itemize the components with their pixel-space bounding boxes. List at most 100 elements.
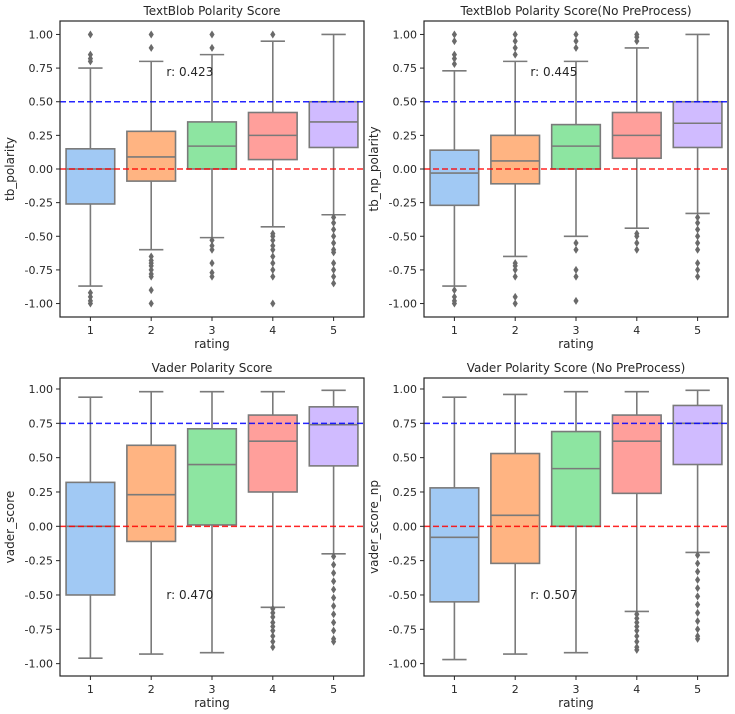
outlier-point — [270, 643, 276, 652]
outlier-point — [695, 625, 701, 634]
outlier-point — [695, 634, 701, 643]
axes-frame — [59, 20, 365, 318]
outlier-point — [634, 626, 640, 635]
outlier-point — [634, 637, 640, 646]
x-tick-label: 3 — [573, 683, 580, 696]
outlier-point — [634, 30, 640, 39]
y-tick-label: 0.75 — [393, 417, 418, 430]
x-tick-label: 4 — [633, 324, 640, 337]
x-tick-label: 5 — [694, 683, 701, 696]
x-tick-label: 1 — [87, 324, 94, 337]
y-tick-label: -0.25 — [25, 197, 53, 210]
outlier-point — [451, 292, 457, 301]
outlier-point — [451, 50, 457, 59]
subplot-4: Vader Polarity Score (No PreProcess) rati… — [367, 361, 729, 710]
outlier-point — [695, 592, 701, 601]
outlier-point — [270, 30, 276, 39]
outlier-point — [512, 265, 518, 274]
outlier-point — [270, 626, 276, 635]
outlier-point — [209, 268, 215, 277]
x-tick-label: 3 — [209, 324, 216, 337]
y-tick-label: 0.25 — [29, 486, 54, 499]
outlier-point — [270, 245, 276, 254]
subplot-2: TextBlob Polarity Score(No PreProcess) ra… — [367, 4, 729, 351]
y-tick-label: 1.00 — [29, 383, 54, 396]
outlier-point — [573, 37, 579, 46]
outlier-point — [331, 552, 337, 561]
x-tick-label: 1 — [87, 683, 94, 696]
outlier-point — [512, 37, 518, 46]
y-tick-label: 1.00 — [29, 28, 54, 41]
outlier-point — [331, 626, 337, 635]
outlier-point — [695, 575, 701, 584]
outlier-point — [209, 43, 215, 52]
outlier-point — [331, 213, 337, 222]
y-tick-label: -0.25 — [389, 555, 417, 568]
chart-title: Vader Polarity Score — [152, 361, 273, 375]
box-rating-4 — [611, 30, 662, 254]
outlier-point — [695, 213, 701, 222]
y-tick-label: 0.50 — [29, 96, 54, 109]
outlier-point — [573, 265, 579, 274]
box-iqr — [672, 100, 723, 149]
y-tick-label: 0.00 — [393, 163, 418, 176]
outlier-point — [148, 30, 154, 39]
outlier-point — [695, 559, 701, 568]
x-tick-label: 5 — [694, 324, 701, 337]
y-tick-label: 0.50 — [29, 452, 54, 465]
outlier-point — [270, 637, 276, 646]
y-tick-label: -1.00 — [25, 298, 53, 311]
y-tick-label: 0.25 — [393, 129, 418, 142]
outlier-point — [270, 252, 276, 261]
x-tick-label: 3 — [573, 324, 580, 337]
outlier-point — [87, 50, 93, 59]
box-rating-4 — [247, 390, 298, 652]
y-tick-label: -0.50 — [389, 589, 417, 602]
box-rating-5 — [672, 389, 723, 643]
box-rating-3 — [186, 390, 238, 654]
correlation-annotation: r: 0.470 — [166, 588, 213, 602]
outlier-point — [270, 265, 276, 274]
box-rating-3 — [550, 390, 602, 654]
x-tick-label: 2 — [148, 324, 155, 337]
box-iqr — [611, 414, 662, 495]
outlier-point — [451, 60, 457, 69]
x-tick-label: 4 — [633, 683, 640, 696]
box-iqr — [550, 430, 602, 528]
box-rating-5 — [672, 33, 723, 281]
y-tick-label: 0.75 — [29, 62, 54, 75]
y-tick-label: 0.50 — [393, 452, 418, 465]
outlier-point — [451, 299, 457, 308]
y-tick-label: -0.25 — [25, 555, 53, 568]
outlier-point — [634, 618, 640, 627]
box-iqr — [490, 134, 541, 185]
outlier-point — [148, 286, 154, 295]
outlier-point — [148, 272, 154, 281]
y-tick-label: -0.50 — [389, 230, 417, 243]
outlier-point — [331, 225, 337, 234]
outlier-point — [451, 286, 457, 295]
y-tick-label: -0.75 — [389, 623, 417, 636]
y-tick-label: -0.75 — [25, 623, 53, 636]
outlier-point — [573, 239, 579, 247]
outlier-point — [270, 618, 276, 627]
y-tick-label: 0.00 — [29, 163, 54, 176]
box-iqr — [65, 481, 116, 596]
y-tick-label: 0.50 — [393, 96, 418, 109]
box-rating-3 — [186, 30, 238, 281]
chart-title: TextBlob Polarity Score — [143, 4, 281, 18]
box-rating-2 — [490, 393, 541, 655]
outlier-point — [634, 632, 640, 641]
box-rating-5 — [308, 33, 359, 288]
outlier-point — [695, 608, 701, 617]
outlier-point — [573, 296, 579, 305]
y-tick-label: 0.25 — [29, 129, 54, 142]
outlier-point — [148, 299, 154, 308]
x-tick-label: 5 — [330, 683, 337, 696]
y-tick-label: -1.00 — [25, 658, 53, 671]
outlier-point — [695, 239, 701, 247]
outlier-point — [331, 618, 337, 627]
outlier-point — [270, 259, 276, 268]
outlier-point — [451, 37, 457, 46]
